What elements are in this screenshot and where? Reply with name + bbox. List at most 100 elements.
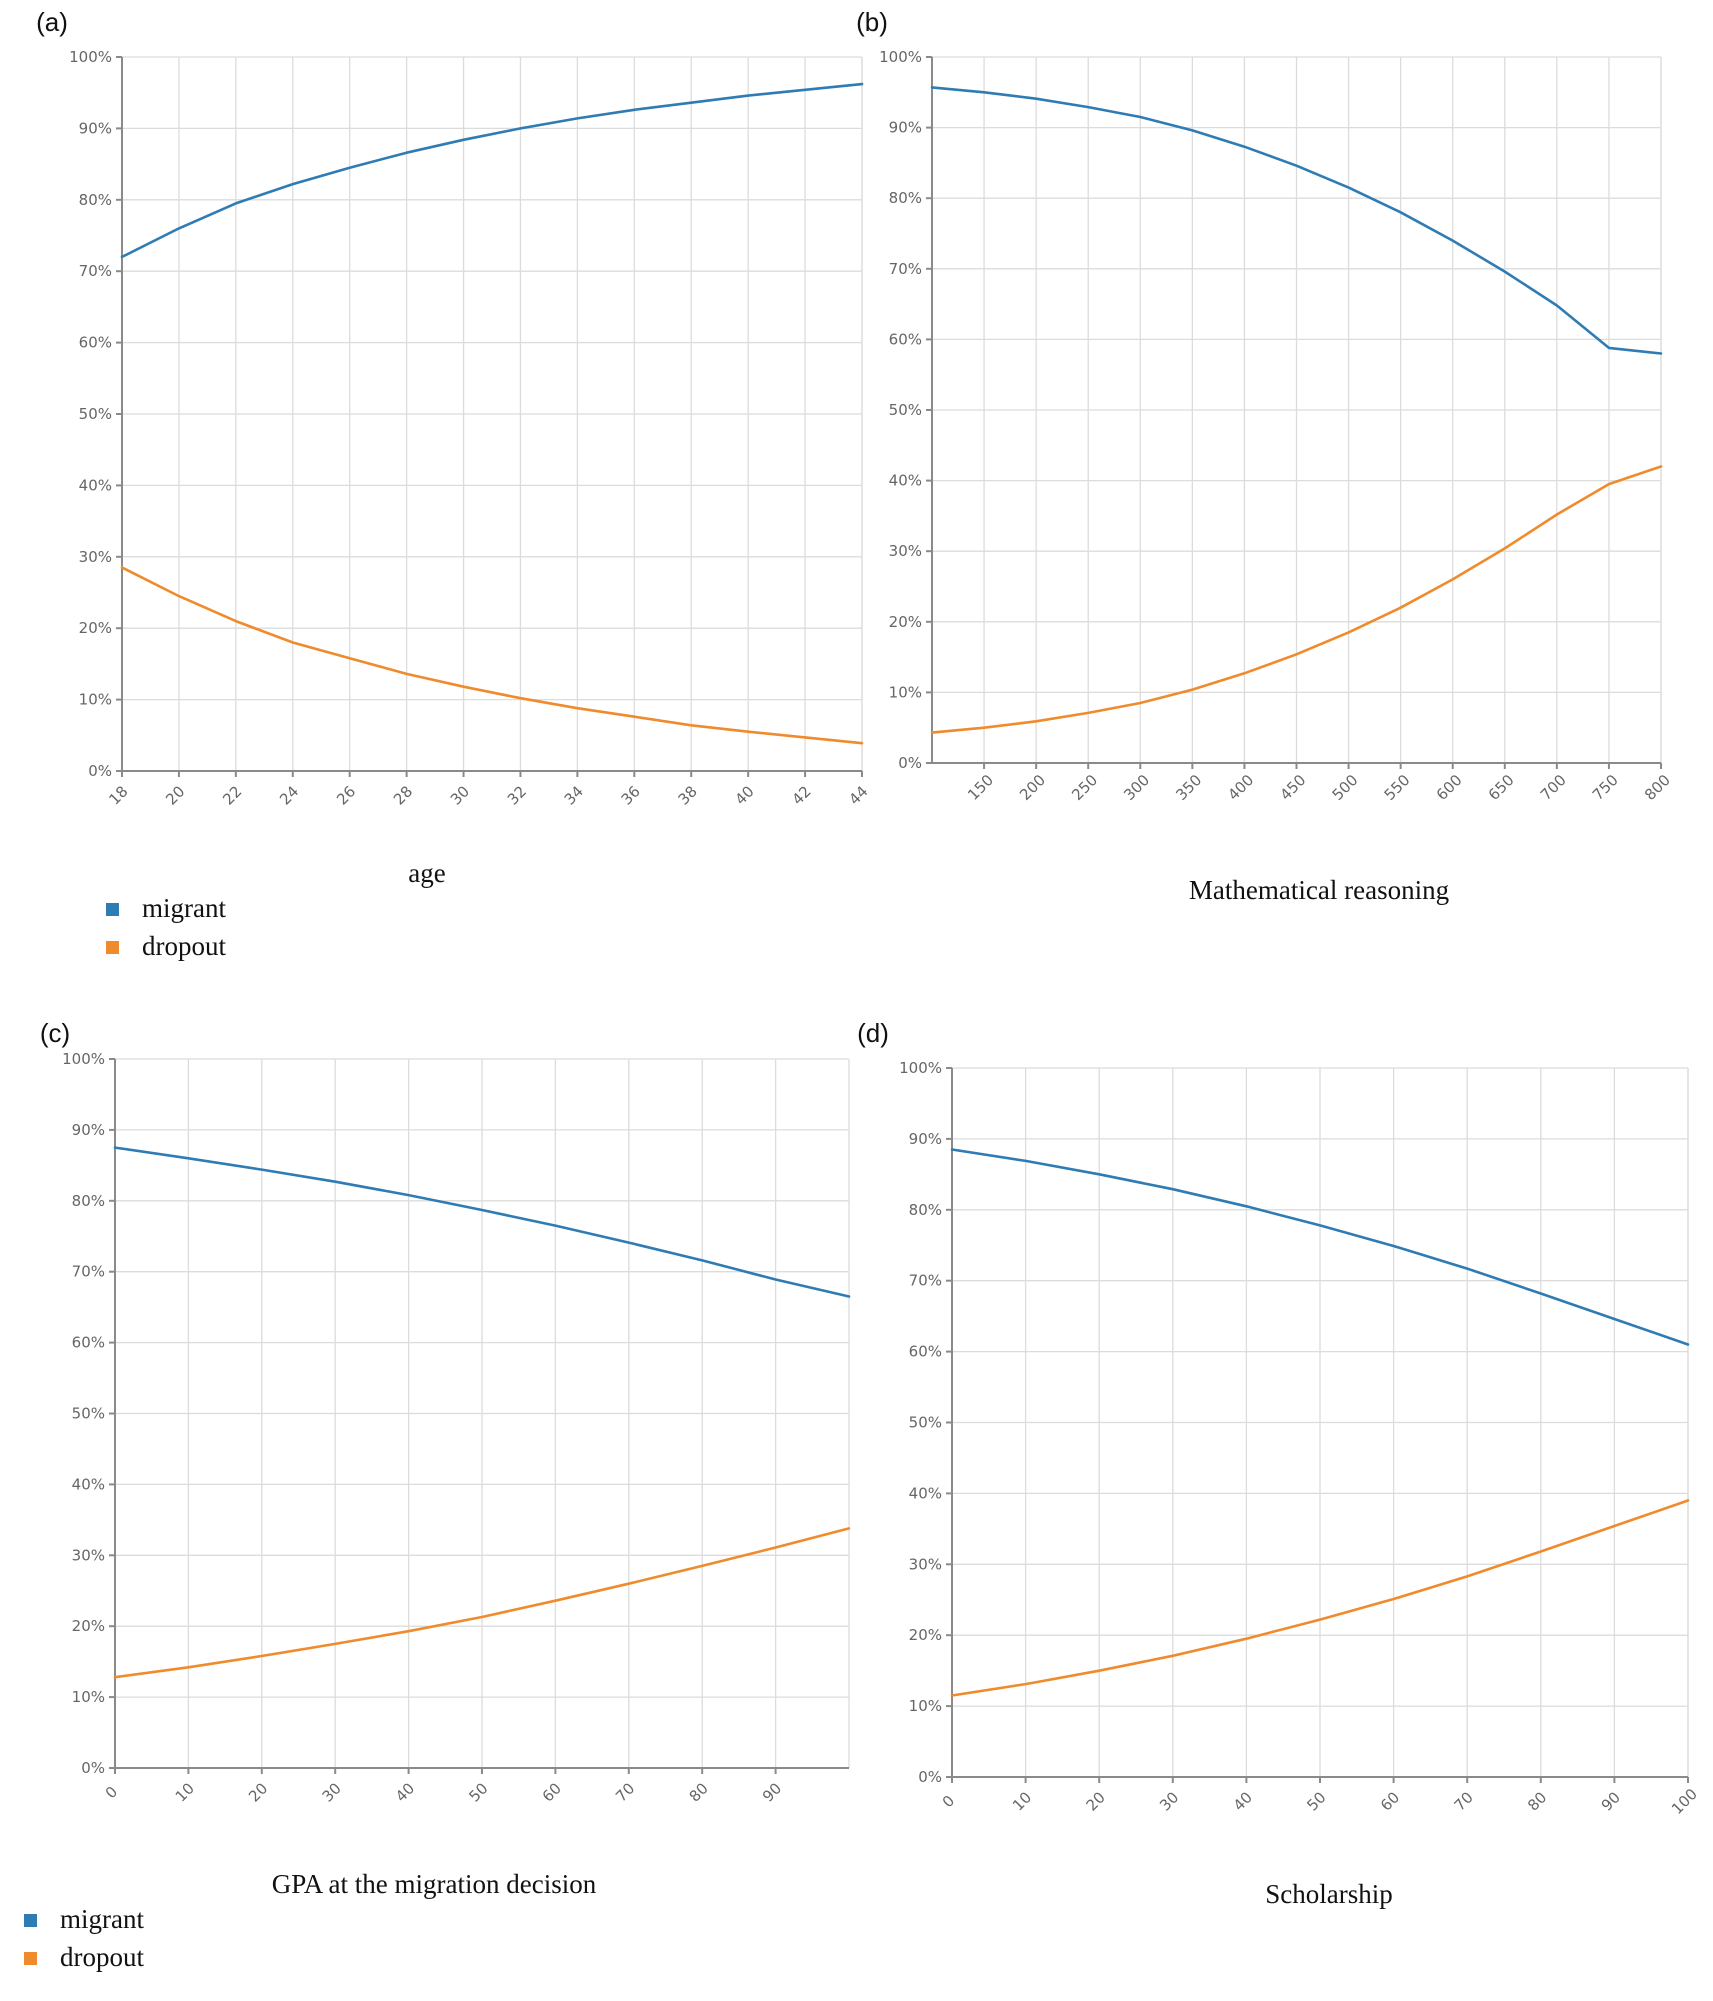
x-tick-label: 550 bbox=[1381, 771, 1414, 804]
y-tick-label: 70% bbox=[79, 262, 112, 280]
x-tick-label: 700 bbox=[1537, 771, 1570, 804]
x-tick-label: 32 bbox=[504, 782, 530, 808]
legend-label-migrant: migrant bbox=[60, 1904, 144, 1934]
x-tick-label: 100 bbox=[1668, 1785, 1701, 1818]
y-tick-label: 60% bbox=[909, 1343, 942, 1361]
y-tick-label: 30% bbox=[889, 542, 922, 560]
x-tick-label: 20 bbox=[245, 1779, 271, 1805]
legend-swatch-dropout bbox=[24, 1952, 37, 1965]
legend-swatch-migrant bbox=[106, 903, 119, 916]
x-tick-label: 500 bbox=[1329, 771, 1362, 804]
x-tick-label: 30 bbox=[1156, 1788, 1182, 1814]
x-tick-label: 0 bbox=[102, 1783, 121, 1802]
x-axis-label: age bbox=[408, 858, 445, 888]
panel-label: (a) bbox=[36, 7, 68, 37]
chart-panel-a: (a) 0% 10% 20% 30% 40% 50% 60% 70% 80% 90% 100% 18 20… bbox=[36, 7, 871, 888]
panel-label: (b) bbox=[856, 7, 888, 37]
x-tick-label: 400 bbox=[1224, 771, 1257, 804]
x-tick-label: 90 bbox=[759, 1779, 785, 1805]
y-tick-label: 10% bbox=[909, 1697, 942, 1715]
x-tick-label: 650 bbox=[1485, 771, 1518, 804]
series-line-dropout bbox=[950, 1499, 1690, 1697]
x-tick-label: 150 bbox=[964, 771, 997, 804]
y-tick-label: 80% bbox=[909, 1201, 942, 1219]
x-tick-label: 30 bbox=[447, 782, 473, 808]
y-tick-label: 0% bbox=[918, 1768, 942, 1786]
y-tick-label: 80% bbox=[72, 1192, 105, 1210]
y-tick-label: 100% bbox=[69, 48, 112, 66]
legend: migrant dropout bbox=[106, 893, 226, 961]
x-tick-label: 22 bbox=[219, 782, 245, 808]
y-tick-label: 30% bbox=[79, 548, 112, 566]
y-tick-label: 40% bbox=[79, 476, 112, 494]
x-tick-label: 70 bbox=[612, 1779, 638, 1805]
x-tick-label: 42 bbox=[788, 782, 814, 808]
x-tick-label: 80 bbox=[686, 1779, 712, 1805]
x-tick-label: 18 bbox=[105, 782, 131, 808]
x-tick-label: 44 bbox=[845, 782, 871, 808]
y-tick-label: 30% bbox=[909, 1555, 942, 1573]
y-tick-label: 50% bbox=[79, 405, 112, 423]
series-line-dropout bbox=[113, 1527, 851, 1679]
chart-panels: (a)0%10%20%30%40%50%60%70%80%90%100%18 20… bbox=[36, 7, 1701, 1909]
legends: migrant dropout migrant dropout bbox=[24, 893, 226, 1972]
x-tick-label: 60 bbox=[539, 1779, 565, 1805]
chart-panel-b: (b) 0% 10% 20% 30% 40% 50% 60% 70% 80% 90% 100% 150 2… bbox=[856, 7, 1674, 905]
y-tick-label: 50% bbox=[889, 401, 922, 419]
y-tick-label: 50% bbox=[909, 1414, 942, 1432]
x-tick-label: 40 bbox=[732, 782, 758, 808]
x-tick-label: 70 bbox=[1451, 1788, 1477, 1814]
panel-label: (c) bbox=[40, 1018, 70, 1048]
series-line-migrant bbox=[113, 1146, 851, 1298]
chart-panel-c: (c) 0% 10% 20% 30% 40% 50% 60% 70% 80% 90% 100% 0 10 2… bbox=[40, 1018, 851, 1899]
y-tick-label: 70% bbox=[889, 260, 922, 278]
y-tick-label: 40% bbox=[889, 472, 922, 490]
y-tick-label: 0% bbox=[81, 1759, 105, 1777]
y-tick-label: 0% bbox=[898, 754, 922, 772]
y-tick-label: 70% bbox=[909, 1272, 942, 1290]
series-line-dropout bbox=[120, 566, 864, 745]
y-tick-label: 40% bbox=[909, 1484, 942, 1502]
x-axis-label: Mathematical reasoning bbox=[1189, 875, 1449, 905]
x-tick-label: 800 bbox=[1641, 771, 1674, 804]
y-tick-label: 90% bbox=[909, 1130, 942, 1148]
y-tick-label: 100% bbox=[879, 48, 922, 66]
x-tick-label: 36 bbox=[618, 782, 644, 808]
series-line-migrant bbox=[120, 82, 864, 259]
x-axis-label: Scholarship bbox=[1265, 1879, 1393, 1909]
x-tick-label: 90 bbox=[1598, 1788, 1624, 1814]
panel-label: (d) bbox=[857, 1018, 889, 1048]
x-tick-label: 60 bbox=[1377, 1788, 1403, 1814]
legend-swatch-migrant bbox=[24, 1914, 37, 1927]
x-tick-label: 350 bbox=[1172, 771, 1205, 804]
y-tick-label: 90% bbox=[79, 119, 112, 137]
x-tick-label: 34 bbox=[561, 782, 587, 808]
y-tick-label: 20% bbox=[79, 619, 112, 637]
y-tick-label: 10% bbox=[889, 683, 922, 701]
x-tick-label: 30 bbox=[319, 1779, 345, 1805]
x-tick-label: 26 bbox=[333, 782, 359, 808]
x-tick-label: 80 bbox=[1524, 1788, 1550, 1814]
y-tick-label: 20% bbox=[909, 1626, 942, 1644]
y-tick-label: 10% bbox=[72, 1688, 105, 1706]
x-tick-label: 28 bbox=[390, 782, 416, 808]
x-tick-label: 10 bbox=[1009, 1788, 1035, 1814]
legend-label-dropout: dropout bbox=[60, 1942, 144, 1972]
y-tick-label: 40% bbox=[72, 1475, 105, 1493]
x-tick-label: 40 bbox=[1230, 1788, 1256, 1814]
x-tick-label: 200 bbox=[1016, 771, 1049, 804]
x-tick-label: 250 bbox=[1068, 771, 1101, 804]
y-tick-label: 80% bbox=[79, 191, 112, 209]
y-tick-label: 0% bbox=[88, 762, 112, 780]
legend-swatch-dropout bbox=[106, 941, 119, 954]
y-tick-label: 20% bbox=[889, 613, 922, 631]
y-tick-label: 60% bbox=[72, 1334, 105, 1352]
y-tick-label: 90% bbox=[72, 1121, 105, 1139]
y-tick-label: 50% bbox=[72, 1405, 105, 1423]
series-line-migrant bbox=[930, 86, 1663, 355]
y-tick-label: 70% bbox=[72, 1263, 105, 1281]
legend-label-dropout: dropout bbox=[142, 931, 226, 961]
x-axis-label: GPA at the migration decision bbox=[272, 1869, 597, 1899]
y-tick-label: 100% bbox=[899, 1059, 942, 1077]
